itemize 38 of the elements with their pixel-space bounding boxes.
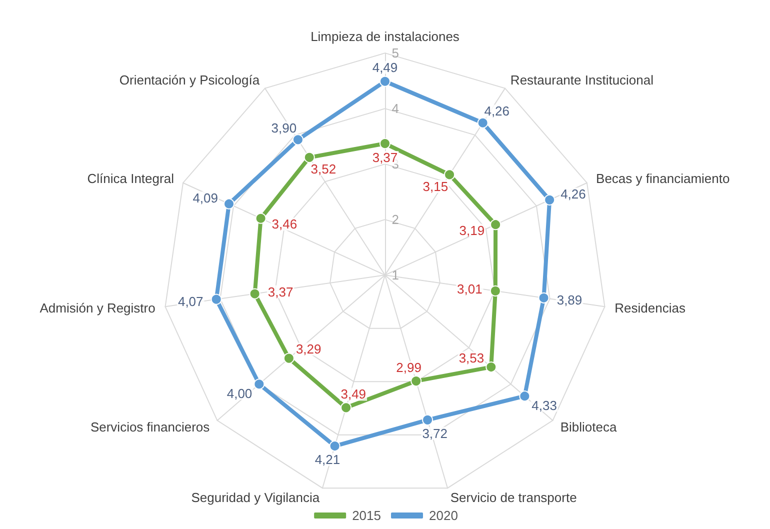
data-label: 3,19 (459, 222, 485, 238)
data-label: 3,01 (457, 281, 482, 296)
data-label: 3,37 (268, 284, 294, 300)
spoke-label: Biblioteca (560, 420, 618, 435)
spoke-label: Restaurante Institucional (510, 72, 654, 88)
spoke-label: Seguridad y Vigilancia (191, 490, 320, 506)
spoke-label: Servicio de transporte (450, 490, 577, 506)
y-tick-label: 4 (392, 101, 399, 116)
data-label: 3,46 (272, 216, 298, 232)
data-label: 4,09 (192, 190, 218, 206)
data-label: 4,00 (226, 386, 252, 401)
data-label: 3,89 (556, 292, 582, 308)
y-tick-label: 1 (392, 268, 399, 283)
data-label: 4,26 (560, 186, 586, 202)
data-label: 4,21 (314, 452, 340, 467)
y-tick-label: 2 (392, 212, 399, 228)
data-label: 3,52 (310, 162, 336, 177)
legend-label: 2015 (352, 508, 381, 523)
data-label: 2,99 (396, 360, 422, 376)
data-label: 3,29 (296, 342, 322, 357)
data-label: 4,49 (372, 60, 398, 75)
legend-label: 2020 (429, 508, 458, 523)
data-label: 4,33 (532, 398, 557, 413)
spoke-label: Admisión y Registro (40, 300, 156, 316)
data-label: 4,26 (484, 104, 510, 119)
data-label: 3,90 (271, 120, 297, 136)
data-label: 3,72 (422, 426, 448, 441)
spoke-label: Becas y financiamiento (596, 171, 730, 186)
data-label: 3,15 (422, 178, 448, 194)
data-label: 3,49 (340, 386, 366, 402)
y-tick-label: 5 (392, 46, 399, 61)
spoke-label: Limpieza de instalaciones (310, 29, 460, 44)
data-label: 4,07 (178, 294, 204, 309)
spoke-label: Servicios financieros (90, 420, 210, 435)
data-label: 3,53 (458, 350, 484, 366)
spoke-label: Residencias (614, 300, 686, 316)
spoke-label: Clínica Integral (87, 171, 174, 186)
spoke-label: Orientación y Psicología (119, 72, 260, 88)
